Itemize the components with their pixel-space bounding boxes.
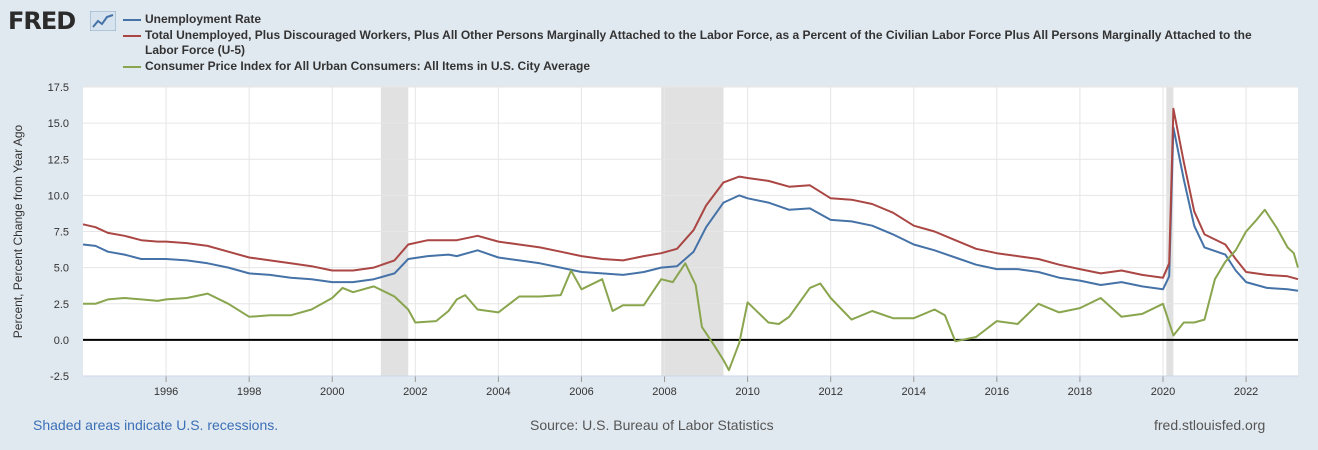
x-tick-label: 2020 (1151, 386, 1175, 398)
y-tick-label: 2.5 (54, 299, 69, 311)
y-tick-label: 10.0 (48, 190, 69, 202)
series-line-cpi (83, 208, 1299, 372)
y-tick-label: 17.5 (48, 82, 69, 94)
x-tick-label: 2022 (1234, 386, 1258, 398)
legend-entry-unemployment: Unemployment Rate (123, 12, 1283, 27)
x-tick-label: 2002 (403, 386, 427, 398)
x-tick-label: 2014 (902, 386, 926, 398)
line-chart: -2.5 0.0 2.5 5.0 7.5 10.0 12.5 15.0 17.5 1996 1998… (11, 82, 1299, 398)
fred-logo-text: FRED (8, 7, 76, 35)
legend-swatch (123, 35, 141, 37)
x-tick-label: 2000 (320, 386, 344, 398)
legend-entry-u5: Total Unemployed, Plus Discouraged Worke… (123, 28, 1283, 58)
y-tick-label: 12.5 (48, 154, 69, 166)
chart-legend: Unemployment Rate Total Unemployed, Plus… (123, 12, 1283, 75)
legend-swatch (123, 66, 141, 68)
series-line-unemployment (82, 126, 1299, 292)
legend-entry-cpi: Consumer Price Index for All Urban Consu… (123, 59, 1283, 74)
source-note: Source: U.S. Bureau of Labor Statistics (530, 417, 774, 433)
x-tick-label: 1996 (154, 386, 178, 398)
legend-label: Unemployment Rate (145, 12, 262, 26)
legend-swatch (123, 19, 141, 21)
x-tick-label: 2012 (818, 386, 842, 398)
y-tick-label: 0.0 (54, 335, 69, 347)
x-tick-label: 2010 (735, 386, 759, 398)
site-link[interactable]: fred.stlouisfed.org (1154, 417, 1266, 433)
series-line-u5 (82, 107, 1299, 281)
x-tick-label: 1998 (237, 386, 261, 398)
legend-label: Consumer Price Index for All Urban Consu… (145, 59, 590, 73)
y-tick-label: -2.5 (50, 371, 69, 383)
y-tick-label: 5.0 (54, 263, 69, 275)
x-tick-label: 2004 (486, 386, 510, 398)
x-tick-label: 2008 (652, 386, 676, 398)
y-tick-label: 7.5 (54, 227, 69, 239)
y-tick-label: 15.0 (48, 118, 69, 130)
legend-label: Total Unemployed, Plus Discouraged Worke… (145, 28, 1252, 57)
x-tick-label: 2006 (569, 386, 593, 398)
fred-logo[interactable]: FRED (8, 7, 116, 37)
y-axis-label: Percent, Percent Change from Year Ago (11, 124, 25, 338)
x-tick-label: 2016 (985, 386, 1009, 398)
x-tick-label: 2018 (1068, 386, 1092, 398)
recession-note: Shaded areas indicate U.S. recessions. (33, 417, 279, 433)
trend-chart-icon (90, 11, 116, 31)
